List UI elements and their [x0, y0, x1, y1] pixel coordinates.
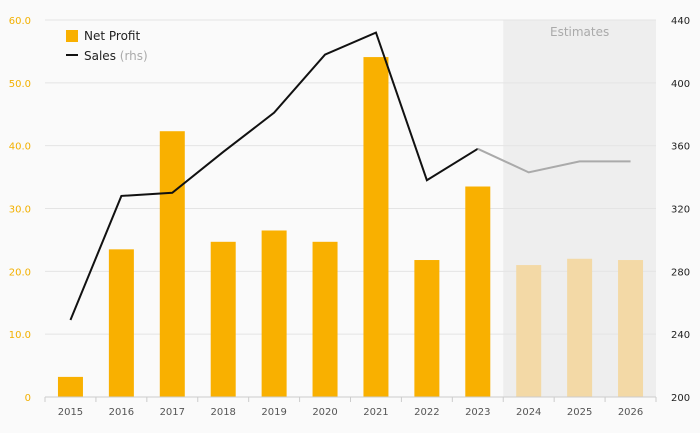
legend-sales-label: Sales (rhs)	[84, 49, 148, 63]
bar-net-profit	[261, 230, 287, 397]
x-tick-label: 2022	[414, 407, 439, 418]
y-right-tick-label: 240	[671, 330, 690, 341]
x-tick-label: 2019	[261, 407, 286, 418]
legend: Net Profit Sales (rhs)	[66, 29, 148, 63]
y-left-tick-label: 40.0	[9, 142, 31, 153]
x-tick-label: 2021	[363, 407, 388, 418]
legend-net-profit-label: Net Profit	[84, 29, 140, 43]
y-right-tick-label: 280	[671, 267, 690, 278]
y-left-tick-label: 0	[25, 393, 31, 404]
y-left-tick-label: 10.0	[9, 330, 31, 341]
y-left-tick-label: 30.0	[9, 205, 31, 216]
x-tick-label: 2020	[312, 407, 337, 418]
y-left-tick-label: 50.0	[9, 79, 31, 90]
y-left-tick-label: 20.0	[9, 267, 31, 278]
y-right-tick-label: 200	[671, 393, 690, 404]
x-tick-label: 2015	[58, 407, 83, 418]
x-tick-label: 2026	[618, 407, 643, 418]
bar-net-profit	[465, 186, 491, 397]
bar-net-profit	[159, 131, 185, 397]
estimates-label: Estimates	[550, 25, 609, 39]
sales-line-estimate	[477, 147, 631, 174]
legend-sales-suffix: (rhs)	[120, 49, 148, 63]
x-tick-label: 2025	[567, 407, 592, 418]
bar-net-profit	[312, 241, 338, 397]
sales-line	[69, 31, 631, 321]
y-left-tick-label: 60.0	[9, 16, 31, 27]
axes: 0 200 10.0 240 20.0 280 30.0 320 40.0 360 50.0 400 6…	[9, 16, 690, 418]
net-profit-bars	[57, 57, 644, 398]
bar-net-profit	[57, 376, 83, 397]
x-tick-label: 2023	[465, 407, 490, 418]
sales-line-actual	[69, 31, 479, 321]
x-tick-label: 2016	[109, 407, 134, 418]
y-right-tick-label: 400	[671, 79, 690, 90]
grid	[45, 19, 656, 335]
bar-net-profit	[618, 260, 644, 397]
bar-net-profit	[108, 249, 134, 397]
x-tick-label: 2024	[516, 407, 541, 418]
bar-net-profit	[567, 258, 593, 397]
bar-net-profit	[210, 241, 236, 397]
y-right-tick-label: 320	[671, 205, 690, 216]
legend-sales-name: Sales	[84, 49, 116, 63]
y-right-tick-label: 440	[671, 16, 690, 27]
legend-net-profit-swatch	[66, 30, 78, 42]
x-tick-label: 2017	[160, 407, 185, 418]
y-right-tick-label: 360	[671, 142, 690, 153]
bar-net-profit	[363, 57, 389, 398]
bar-net-profit	[414, 260, 440, 397]
bar-net-profit	[516, 265, 542, 397]
x-tick-label: 2018	[210, 407, 235, 418]
